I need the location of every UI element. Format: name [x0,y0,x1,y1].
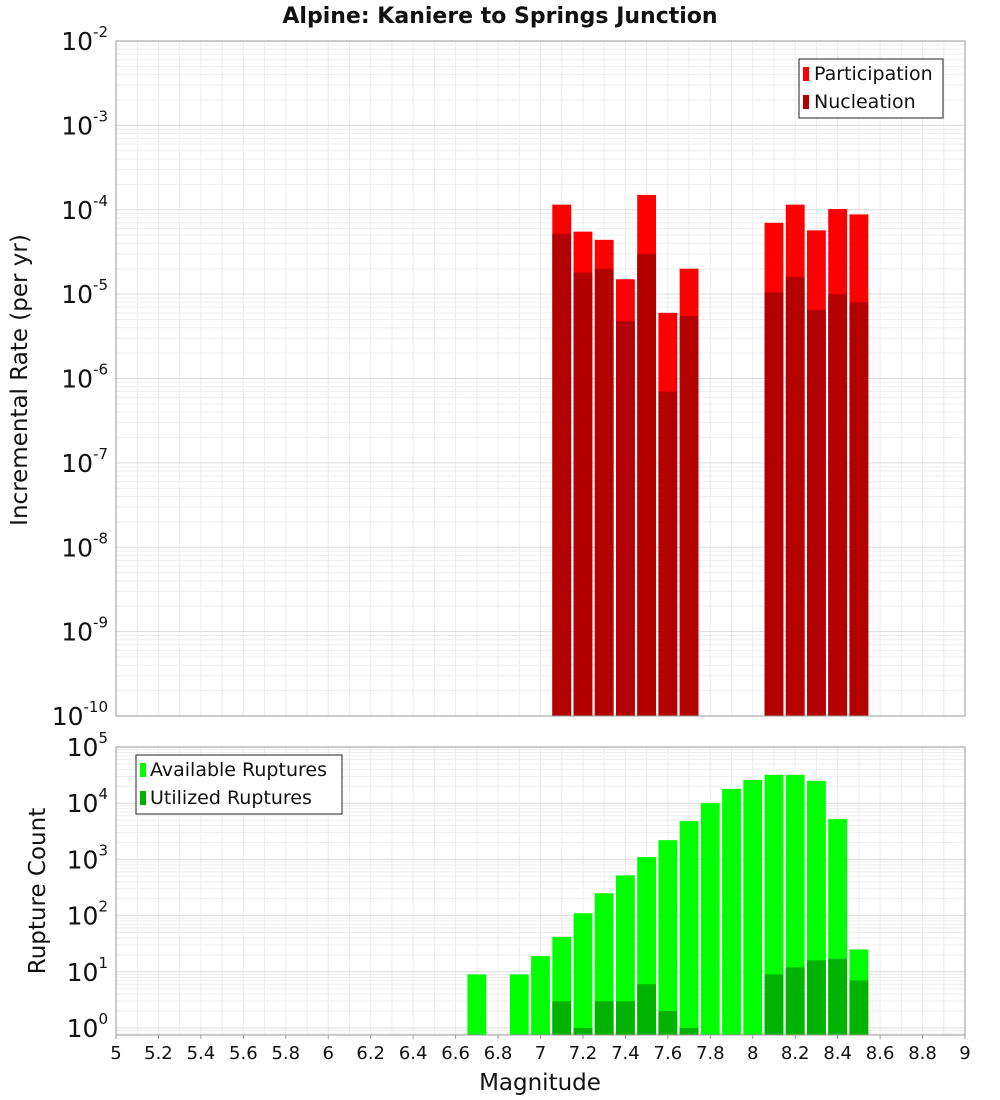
legend-swatch-participation [803,67,809,81]
x-tick-label: 7.4 [611,1043,640,1064]
x-tick-label: 9 [959,1043,970,1064]
magnitude-x-ticks: 5 5.2 5.4 5.6 5.8 6 6.2 6.4 6.6 6.8 7 7.2 7.4 7.6 7.8 8… [110,1035,971,1064]
rate-y-tick-label: 10-5 [61,276,108,309]
count-bar-utilized-ruptures [594,1001,614,1035]
count-legend: Available Ruptures Utilized Ruptures [135,754,343,815]
x-tick-label: 7.8 [696,1043,725,1064]
rate-bar-nucleation [552,233,572,716]
count-bar-available-ruptures [700,803,720,1035]
count-y-axis-label: Rupture Count [25,808,51,974]
count-bar-utilized-ruptures [849,980,869,1035]
rate-bar-nucleation [573,272,593,716]
chart-title: Alpine: Kaniere to Springs Junction [282,4,717,29]
count-bar-available-ruptures [679,821,699,1035]
count-bar-utilized-ruptures [615,1001,635,1035]
rate-bar-nucleation [658,391,678,716]
count-y-tick-label: 102 [67,898,108,931]
rate-bar-nucleation [828,294,848,716]
count-bar-utilized-ruptures [828,958,848,1035]
count-bar-utilized-ruptures [573,1027,593,1035]
x-tick-label: 6 [323,1043,334,1064]
rate-bar-nucleation [615,321,635,716]
x-tick-label: 5 [110,1043,121,1064]
count-y-tick-label: 100 [67,1010,108,1043]
x-tick-label: 7.6 [654,1043,683,1064]
rate-y-tick-label: 10-9 [61,614,108,647]
count-bar-utilized-ruptures [637,984,657,1035]
count-y-tick-label: 101 [67,954,108,987]
x-tick-label: 6.6 [441,1043,470,1064]
count-y-tick-label: 105 [67,729,108,762]
x-tick-label: 8.4 [823,1043,852,1064]
rate-bar-nucleation [785,276,805,716]
count-bar-available-ruptures [531,956,550,1035]
legend-swatch-nucleation [803,95,809,109]
x-tick-label: 7.2 [569,1043,598,1064]
count-bar-available-ruptures [594,893,614,1035]
count-bar-utilized-ruptures [552,1001,572,1035]
count-panel: 100 101 102 103 104 105 5 5.2 5.4 5.6 5.8 6 6.2 6.4 6… [25,729,971,1096]
count-bar-available-ruptures [467,974,487,1035]
rate-bar-nucleation [637,253,657,716]
count-legend-box [135,754,343,815]
rate-bar-nucleation [764,292,784,716]
count-bar-available-ruptures [573,913,593,1035]
rate-y-tick-label: 10-3 [61,107,108,140]
x-tick-label: 8.6 [866,1043,895,1064]
count-bar-utilized-ruptures [679,1027,699,1035]
rate-y-axis-label: Incremental Rate (per yr) [7,234,33,526]
x-tick-label: 5.2 [144,1043,173,1064]
count-bar-available-ruptures [658,840,678,1035]
count-bar-available-ruptures [764,774,784,1035]
rate-y-tick-label: 10-10 [52,698,108,731]
rate-y-tick-label: 10-2 [61,23,108,56]
rate-y-tick-label: 10-4 [61,192,108,225]
x-tick-label: 6.8 [484,1043,513,1064]
count-bar-available-ruptures [509,974,529,1035]
x-tick-label: 6.2 [356,1043,385,1064]
count-y-ticks: 100 101 102 103 104 105 [67,729,108,1043]
count-y-tick-label: 104 [67,785,108,818]
count-bar-utilized-ruptures [658,1011,678,1035]
x-tick-label: 5.6 [229,1043,258,1064]
count-bars [467,774,869,1035]
x-tick-label: 6.4 [399,1043,428,1064]
rate-y-tick-label: 10-7 [61,445,108,478]
legend-label-utilized: Utilized Ruptures [150,787,312,809]
rate-plot-border [115,40,966,717]
legend-label-participation: Participation [814,63,933,85]
count-bar-available-ruptures [743,779,763,1035]
count-bar-available-ruptures [722,788,741,1035]
x-tick-label: 8.2 [781,1043,810,1064]
rate-bar-nucleation [807,309,826,716]
count-bar-utilized-ruptures [807,960,826,1035]
legend-label-nucleation: Nucleation [814,91,916,113]
rate-bar-nucleation [679,316,699,716]
x-axis-label: Magnitude [479,1070,601,1096]
rate-bar-nucleation [849,302,869,716]
rate-legend: Participation Nucleation [798,58,944,119]
x-tick-label: 8.8 [908,1043,937,1064]
rate-legend-box [798,58,944,119]
x-tick-label: 7 [535,1043,546,1064]
x-tick-label: 8 [747,1043,758,1064]
rate-bar-nucleation [594,268,614,716]
count-y-tick-label: 103 [67,841,108,874]
legend-swatch-available [140,763,146,777]
legend-label-available: Available Ruptures [150,759,327,781]
count-bar-available-ruptures [615,875,635,1035]
count-bar-utilized-ruptures [764,974,784,1035]
legend-swatch-utilized [140,791,146,805]
count-bar-utilized-ruptures [785,967,805,1035]
x-tick-label: 5.8 [271,1043,300,1064]
rate-y-tick-label: 10-8 [61,529,108,562]
x-tick-label: 5.4 [187,1043,216,1064]
rate-panel: 10-10 10-9 10-8 10-7 10-6 10-5 10-4 10-3 10-2 In… [7,23,966,731]
rate-bars [552,194,869,717]
rate-y-tick-label: 10-6 [61,361,108,394]
rate-y-ticks: 10-10 10-9 10-8 10-7 10-6 10-5 10-4 10-3 10-2 [52,23,108,731]
